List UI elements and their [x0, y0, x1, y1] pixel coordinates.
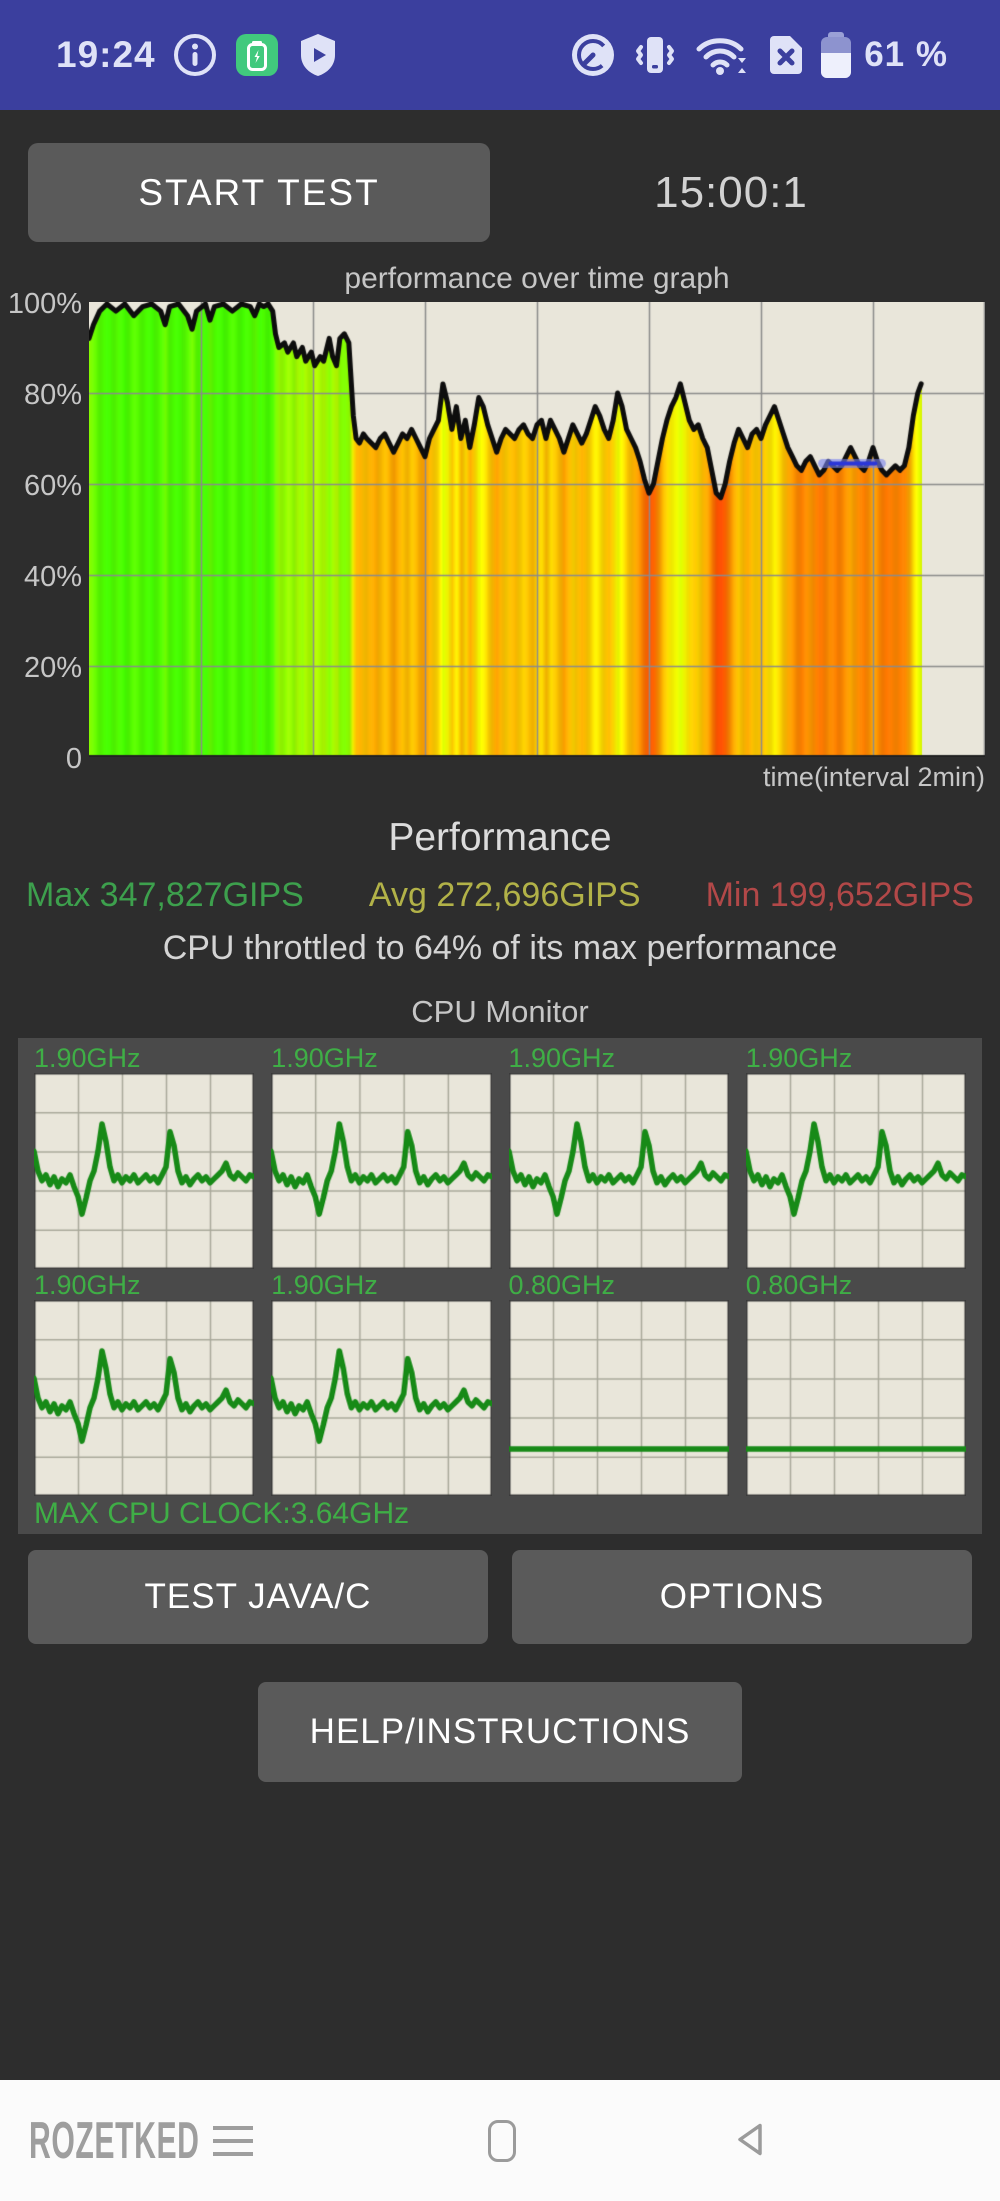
home-button-icon[interactable]: [488, 2119, 516, 2162]
core-6-graph: [508, 1300, 729, 1496]
performance-chart-canvas: [89, 302, 985, 757]
info-icon: [173, 34, 216, 76]
speedometer-icon: [572, 34, 615, 76]
battery-app-icon: [235, 34, 278, 76]
status-bar: 19:24: [0, 0, 1000, 110]
back-button-icon[interactable]: [730, 2117, 770, 2164]
start-test-button[interactable]: START TEST: [28, 143, 490, 242]
throttle-summary: CPU throttled to 64% of its max performa…: [162, 929, 838, 967]
test-timer: 15:00:1: [654, 167, 808, 217]
core-labels-row-2: 1.90GHz 1.90GHz 0.80GHz 0.80GHz: [34, 1269, 966, 1300]
test-javac-button[interactable]: TEST JAVA/C: [28, 1550, 488, 1644]
rozetked-logo-text: ROZETKED: [29, 2111, 200, 2170]
core-0-graph: [34, 1073, 255, 1269]
core-4-graph: [34, 1300, 255, 1496]
max-gips-value: Max 347,827GIPS: [26, 876, 304, 914]
battery-percent-label: 61 %: [864, 35, 948, 74]
battery-status-icon: [821, 32, 852, 78]
core-graphs-row-2: [34, 1300, 966, 1496]
chart-title: performance over time graph: [344, 262, 730, 295]
help-instructions-button[interactable]: HELP/INSTRUCTIONS: [258, 1682, 742, 1782]
max-cpu-clock-label: MAX CPU CLOCK:3.64GHz: [34, 1497, 410, 1530]
cpu-monitor-heading: CPU Monitor: [411, 994, 589, 1029]
top-controls-row: START TEST 15:00:1: [28, 143, 972, 242]
wifi-icon: [696, 38, 747, 75]
core-1-graph: [271, 1073, 492, 1269]
y-tick-0: 0: [65, 743, 82, 775]
options-button[interactable]: OPTIONS: [512, 1550, 972, 1644]
core-1-frequency: 1.90GHz: [271, 1043, 378, 1073]
clock: 19:24: [56, 34, 156, 75]
y-tick-60: 60%: [23, 470, 82, 502]
x-axis-label: time(interval 2min): [762, 762, 985, 792]
avg-gips-value: Avg 272,696GIPS: [368, 876, 641, 914]
rozetked-watermark: ROZETKED: [29, 2111, 253, 2171]
core-5-graph: [271, 1300, 492, 1496]
core-2-frequency: 1.90GHz: [508, 1043, 616, 1073]
y-tick-80: 80%: [23, 379, 82, 411]
core-labels-row-1: 1.90GHz 1.90GHz 1.90GHz 1.90GHz: [34, 1042, 966, 1073]
core-7-frequency: 0.80GHz: [745, 1270, 853, 1300]
y-tick-20: 20%: [23, 652, 82, 684]
core-4-frequency: 1.90GHz: [34, 1270, 141, 1300]
y-tick-40: 40%: [23, 561, 82, 593]
core-graphs-row-1: [34, 1073, 966, 1269]
shield-play-icon: [300, 34, 335, 76]
core-6-frequency: 0.80GHz: [508, 1270, 616, 1300]
vibrate-icon: [636, 37, 675, 73]
help-row: HELP/INSTRUCTIONS: [0, 1682, 1000, 1782]
y-tick-100: 100%: [7, 288, 82, 320]
performance-chart-section: performance over time graph 100% 80% 60%…: [0, 262, 1000, 804]
core-3-frequency: 1.90GHz: [745, 1043, 853, 1073]
min-gips-value: Min 199,652GIPS: [705, 876, 974, 914]
performance-chart: 100% 80% 60% 40% 20% 0 time(interval 2mi…: [0, 288, 1000, 792]
bottom-buttons-row: TEST JAVA/C OPTIONS: [28, 1550, 972, 1644]
hamburger-icon: [213, 2125, 253, 2156]
cpu-monitor-panel: 1.90GHz 1.90GHz 1.90GHz 1.90GHz 1.90GHz …: [18, 1038, 982, 1534]
performance-heading: Performance: [388, 816, 612, 859]
sim-x-icon: [770, 36, 803, 74]
core-5-frequency: 1.90GHz: [271, 1270, 378, 1300]
performance-stats-row: Max 347,827GIPS Avg 272,696GIPS Min 199,…: [0, 876, 1000, 915]
core-7-graph: [745, 1300, 966, 1496]
system-nav-bar: ROZETKED: [0, 2080, 1000, 2201]
core-0-frequency: 1.90GHz: [34, 1043, 141, 1073]
core-3-graph: [745, 1073, 966, 1269]
core-2-graph: [508, 1073, 729, 1269]
